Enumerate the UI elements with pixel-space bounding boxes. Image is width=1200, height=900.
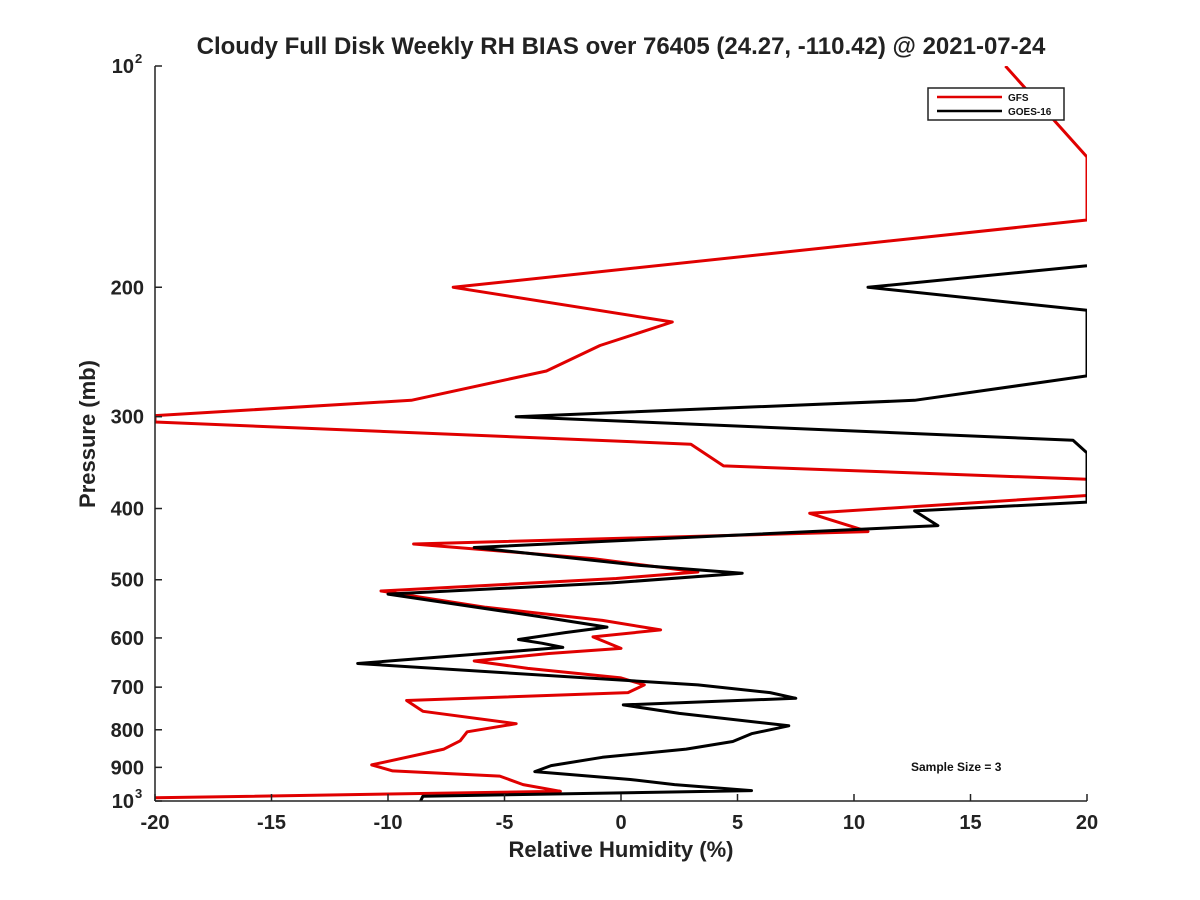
y-tick-label: 10 2 — [112, 51, 142, 78]
y-tick-label: 200 — [111, 277, 144, 299]
y-axis-label: Pressure (mb) — [75, 360, 100, 508]
y-tick-label: 10 3 — [112, 786, 142, 813]
y-tick-base: 10 — [112, 56, 134, 78]
x-tick-label: 15 — [959, 812, 981, 834]
sample-size-annotation: Sample Size = 3 — [911, 760, 1002, 774]
chart-title: Cloudy Full Disk Weekly RH BIAS over 764… — [197, 33, 1046, 60]
x-tick-label: 5 — [732, 812, 743, 834]
x-tick-label: -20 — [141, 812, 170, 834]
y-tick-base: 10 — [112, 791, 134, 813]
y-tick-label: 900 — [111, 757, 144, 779]
y-tick-label: 600 — [111, 628, 144, 650]
legend-label-goes16: GOES-16 — [1008, 107, 1052, 118]
y-tick-label: 400 — [111, 499, 144, 521]
series-line-gfs — [155, 66, 1087, 800]
legend: GFS GOES-16 — [927, 87, 1065, 121]
x-tick-label: 20 — [1076, 812, 1098, 834]
y-tick-exponent: 3 — [135, 786, 142, 801]
x-tick-label: -5 — [496, 812, 514, 834]
series-line-goes-16 — [356, 264, 1087, 801]
y-tick-label: 800 — [111, 720, 144, 742]
y-tick-label: 300 — [111, 407, 144, 429]
y-tick-label: 700 — [111, 677, 144, 699]
series-layer — [155, 66, 1087, 801]
x-tick-label: -15 — [257, 812, 286, 834]
y-tick-exponent: 2 — [135, 51, 142, 66]
legend-label-gfs: GFS — [1008, 93, 1029, 104]
x-tick-label: 0 — [615, 812, 626, 834]
x-ticks: -20 -15 -10 -5 0 5 10 15 20 — [141, 794, 1098, 834]
x-tick-label: 10 — [843, 812, 865, 834]
y-tick-label: 500 — [111, 570, 144, 592]
x-tick-label: -10 — [374, 812, 403, 834]
x-axis-label: Relative Humidity (%) — [509, 837, 734, 862]
legend-box — [927, 87, 1065, 121]
